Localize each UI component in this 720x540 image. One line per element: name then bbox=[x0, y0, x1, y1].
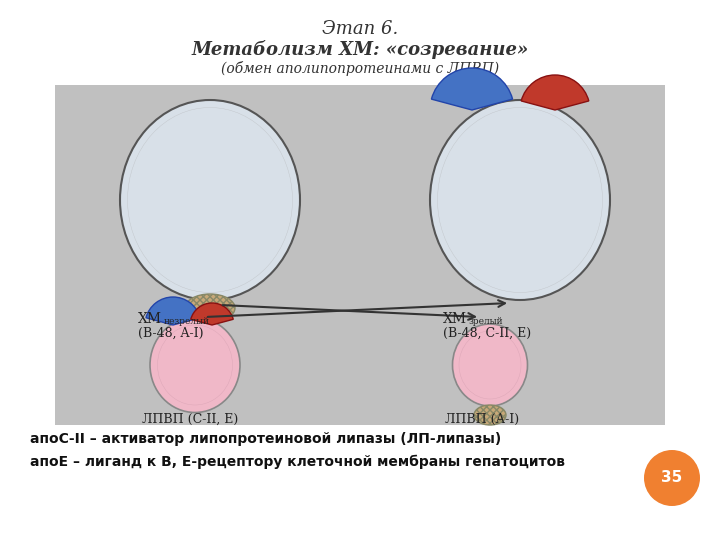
Wedge shape bbox=[146, 297, 200, 325]
Text: Метаболизм ХМ: «созревание»: Метаболизм ХМ: «созревание» bbox=[192, 40, 528, 59]
Text: ЛПВП (А-I): ЛПВП (А-I) bbox=[445, 413, 519, 426]
Wedge shape bbox=[521, 75, 589, 110]
Ellipse shape bbox=[452, 324, 528, 406]
Bar bbox=[55, 85, 665, 425]
Circle shape bbox=[644, 450, 700, 506]
Ellipse shape bbox=[185, 294, 235, 322]
Ellipse shape bbox=[120, 100, 300, 300]
Ellipse shape bbox=[430, 100, 610, 300]
Text: (обмен аполипопротеинами с ЛПВП): (обмен аполипопротеинами с ЛПВП) bbox=[221, 61, 499, 76]
Text: 35: 35 bbox=[662, 470, 683, 485]
Text: ЛПВП (С-II, Е): ЛПВП (С-II, Е) bbox=[142, 413, 238, 426]
Ellipse shape bbox=[150, 318, 240, 413]
Text: апоЕ – лиганд к В, Е-рецептору клеточной мембраны гепатоцитов: апоЕ – лиганд к В, Е-рецептору клеточной… bbox=[30, 455, 565, 469]
Text: (B-48, C-II, E): (B-48, C-II, E) bbox=[443, 327, 531, 340]
Text: Этап 6.: Этап 6. bbox=[322, 20, 398, 38]
Text: зрелый: зрелый bbox=[469, 317, 503, 326]
Wedge shape bbox=[191, 303, 233, 325]
Wedge shape bbox=[431, 68, 513, 110]
Text: ХМ: ХМ bbox=[443, 312, 467, 326]
Text: ХМ: ХМ bbox=[138, 312, 162, 326]
Ellipse shape bbox=[474, 405, 506, 425]
Text: апоС-II – активатор липопротеиновой липазы (ЛП-липазы): апоС-II – активатор липопротеиновой липа… bbox=[30, 432, 501, 446]
Text: незрелый: незрелый bbox=[164, 317, 210, 326]
Text: (B-48, A-I): (B-48, A-I) bbox=[138, 327, 204, 340]
